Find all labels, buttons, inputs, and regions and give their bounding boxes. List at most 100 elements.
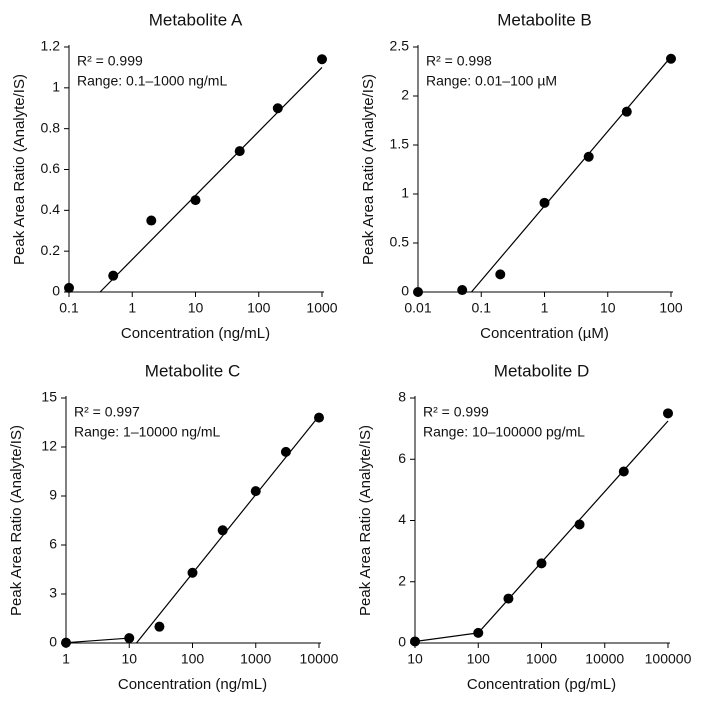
x-tick-label: 1000 [526,651,557,667]
fit-line [414,420,669,643]
x-tick-label: 10 [188,300,204,316]
panel: Metabolite A Concentration (ng/mL) Peak Ar… [11,10,338,341]
x-tick-label: 10 [407,651,423,667]
annotation: R² = 0.999 [77,53,143,69]
panel-title: Metabolite D [494,361,589,380]
data-point [61,637,71,648]
y-tick-label: 0.4 [41,201,61,217]
data-point [473,627,484,638]
x-tick-label: 1 [128,300,136,316]
annotation: Range: 1–10000 ng/mL [74,424,221,440]
x-tick-label: 1 [62,651,70,667]
x-tick-label: 0.01 [404,300,431,316]
y-tick-label: 3 [49,585,57,601]
annotation: Range: 0.1–1000 ng/mL [77,73,227,89]
y-axis-label: Peak Area Ratio (Analyte/IS) [357,425,374,616]
x-axis-label: Concentration (pg/mL) [467,676,616,693]
y-tick-label: 0 [401,283,409,299]
fit-line [99,66,323,293]
x-tick-label: 10000 [585,651,624,667]
annotation: R² = 0.999 [423,404,489,420]
annotation: Range: 0.01–100 µM [426,73,557,89]
y-tick-label: 12 [41,438,57,454]
data-point [250,486,261,497]
y-tick-label: 1.5 [390,136,410,152]
data-point [539,197,550,208]
data-point [317,54,327,65]
y-tick-label: 1 [52,79,60,95]
y-axis-label: Peak Area Ratio (Analyte/IS) [360,74,377,265]
data-point [280,446,291,457]
x-axis-label: Concentration (ng/mL) [121,325,270,342]
data-point [621,106,632,117]
fit-line [470,56,672,293]
panel-title: Metabolite C [145,361,240,380]
data-point [457,285,468,296]
y-tick-label: 1 [401,185,409,201]
data-point [583,151,594,162]
data-point [574,519,585,530]
x-tick-label: 1 [541,300,549,316]
data-point [666,53,676,64]
x-tick-label: 100 [659,300,683,316]
x-tick-label: 100 [247,300,271,316]
data-point [146,215,157,226]
data-point [536,558,547,569]
y-axis-label: Peak Area Ratio (Analyte/IS) [11,74,28,265]
panel-title: Metabolite A [149,10,243,29]
data-point [495,269,506,280]
data-point [272,103,283,114]
x-tick-label: 0.1 [59,300,79,316]
data-point [618,466,629,477]
data-point [190,195,201,206]
y-tick-label: 1.2 [41,38,61,54]
x-tick-label: 0.1 [472,300,492,316]
y-axis-label: Peak Area Ratio (Analyte/IS) [8,425,25,616]
x-axis-label: Concentration (ng/mL) [118,676,267,693]
data-point [234,146,245,157]
x-tick-label: 100000 [645,651,692,667]
fit-line [65,637,130,644]
panel: Metabolite D Concentration (pg/mL) Peak Ar… [357,361,692,692]
y-tick-label: 2 [398,572,406,588]
y-tick-label: 2.5 [390,38,410,54]
data-point [410,636,420,647]
data-point [187,567,198,578]
y-tick-label: 4 [398,511,406,527]
fit-line [135,415,320,644]
panel-title: Metabolite B [497,10,592,29]
x-tick-label: 100 [181,651,205,667]
data-point [314,412,324,423]
y-tick-label: 15 [41,389,57,405]
y-tick-label: 0.6 [41,160,61,176]
data-point [413,287,423,297]
y-tick-label: 0.8 [41,119,61,135]
y-tick-label: 9 [49,487,57,503]
x-tick-label: 1000 [240,651,271,667]
panel: Metabolite B Concentration (µM) Peak Area … [360,10,683,341]
y-tick-label: 0.2 [41,242,61,258]
y-tick-label: 0 [49,634,57,650]
data-point [64,282,74,293]
y-tick-label: 0 [52,283,60,299]
y-tick-label: 0.5 [390,234,410,250]
y-tick-label: 0 [398,634,406,650]
x-tick-label: 10 [600,300,616,316]
data-point [503,593,514,604]
data-point [108,270,119,281]
data-point [124,633,135,644]
x-tick-label: 10000 [300,651,339,667]
y-tick-label: 8 [398,389,406,405]
data-point [663,408,673,419]
annotation: Range: 10–100000 pg/mL [423,424,585,440]
annotation: R² = 0.997 [74,404,140,420]
y-tick-label: 6 [398,450,406,466]
data-point [217,525,228,536]
y-tick-label: 6 [49,536,57,552]
x-tick-label: 1000 [306,300,337,316]
x-tick-label: 100 [467,651,491,667]
x-tick-label: 10 [121,651,137,667]
annotation: R² = 0.998 [426,53,492,69]
